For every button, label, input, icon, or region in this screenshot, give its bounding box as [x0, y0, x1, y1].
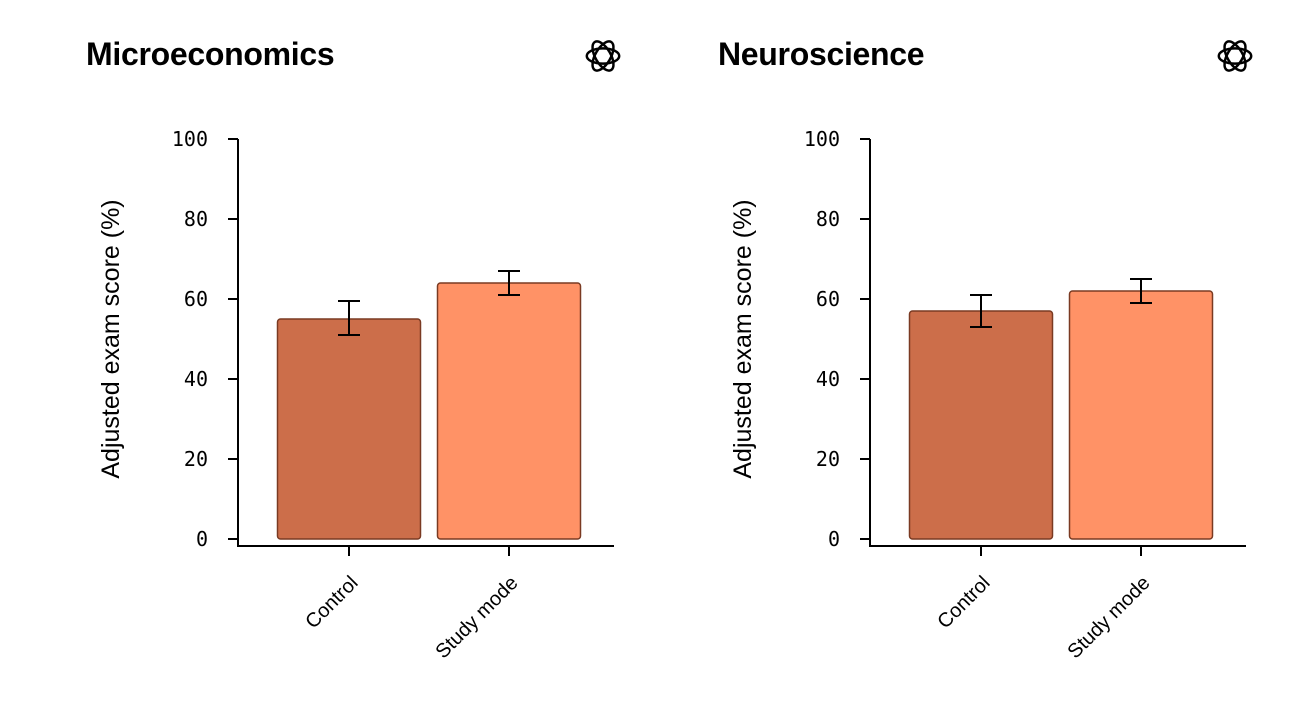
chart-plot: 0 20 40 60 80 100 Adjusted exam score (%) Contr… [729, 127, 1246, 663]
y-tick-label: 20 [816, 447, 840, 471]
y-tick-label: 40 [184, 367, 208, 391]
x-tick-label: Control [301, 572, 362, 633]
y-tick-label: 0 [828, 527, 840, 551]
x-tick-label: Study mode [1064, 572, 1155, 663]
y-axis-title: Adjusted exam score (%) [97, 199, 125, 478]
y-tick-label: 80 [184, 207, 208, 231]
y-tick-label: 60 [816, 287, 840, 311]
y-tick-label: 40 [816, 367, 840, 391]
chart-panel-microeconomics: Microeconomics 0 20 40 60 80 100 Adjusted exam… [86, 36, 621, 663]
chart-title: Neuroscience [718, 36, 925, 72]
bar-control [908, 310, 1054, 540]
openai-logo-icon [1217, 40, 1253, 72]
chart-plot: 0 20 40 60 80 100 Adjusted exam score (%) Contr… [97, 127, 614, 663]
chart-panel-neuroscience: Neuroscience 0 20 40 60 80 100 Adjusted exam s… [632, 0, 1282, 724]
y-tick-label: 60 [184, 287, 208, 311]
x-tick-label: Control [933, 572, 994, 633]
y-tick-label: 0 [196, 527, 208, 551]
x-tick-label: Study mode [432, 572, 523, 663]
y-tick-label: 20 [184, 447, 208, 471]
openai-logo-icon [585, 40, 621, 72]
chart-title: Microeconomics [86, 36, 335, 72]
bar-study-mode [436, 282, 582, 540]
bar-control [276, 318, 422, 540]
y-axis-title: Adjusted exam score (%) [729, 199, 757, 478]
y-tick-label: 100 [172, 127, 208, 151]
y-tick-label: 80 [816, 207, 840, 231]
bar-study-mode [1068, 290, 1214, 540]
y-tick-label: 100 [804, 127, 840, 151]
